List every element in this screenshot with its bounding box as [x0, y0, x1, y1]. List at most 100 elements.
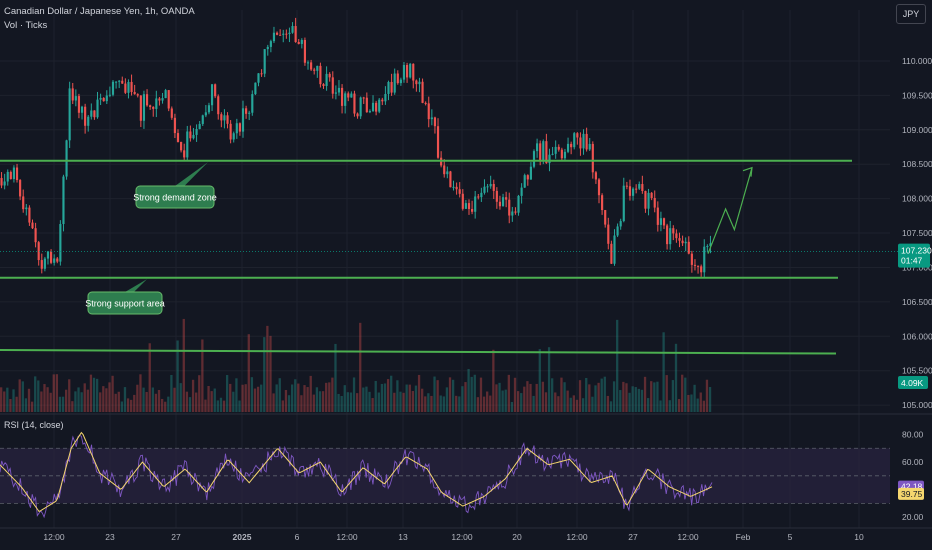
candle-body [303, 39, 307, 63]
candle-body [291, 26, 294, 33]
candle-body [539, 143, 542, 161]
volume-bar [473, 374, 476, 412]
volume-bar [606, 395, 610, 412]
candle-body [3, 181, 6, 186]
time-tick-label: 12:00 [566, 532, 588, 542]
candle-body [229, 123, 232, 140]
candle-body [610, 243, 613, 264]
candle-body [118, 80, 121, 82]
candle-body [675, 233, 678, 239]
volume-indicator-label[interactable]: Vol · Ticks [4, 20, 48, 31]
candle-body [560, 149, 563, 159]
volume-bar [21, 381, 24, 412]
volume-bar [306, 387, 309, 412]
candle-body [523, 175, 526, 188]
volume-bar [102, 386, 105, 412]
candle-body [659, 218, 663, 225]
candle-body [601, 195, 604, 211]
candle-body [638, 184, 641, 189]
volume-bar [520, 393, 523, 412]
volume-bar [585, 377, 588, 412]
demand-zone-label-text: Strong demand zone [133, 193, 217, 203]
last-price-value: 107.230 [901, 246, 932, 256]
volume-bar [371, 398, 374, 412]
candle-body [446, 171, 449, 175]
candle-body [591, 143, 594, 173]
time-tick-label: 12:00 [451, 532, 473, 542]
currency-button[interactable]: JPY [896, 4, 926, 24]
time-tick-label: 2025 [233, 532, 252, 542]
candle-body [344, 93, 347, 106]
time-tick-label: 13 [398, 532, 408, 542]
volume-bar [653, 382, 656, 412]
candle-body [471, 208, 474, 212]
rsi-value: 42.18 [901, 482, 923, 492]
volume-bar [405, 384, 408, 412]
volume-bar [690, 394, 693, 412]
candle-body [257, 73, 260, 83]
candle-body [288, 32, 291, 35]
candle-body [170, 108, 173, 118]
time-tick-label: Feb [736, 532, 751, 542]
candle-body [68, 88, 71, 141]
time-tick-label: 10 [854, 532, 864, 542]
volume-bar [544, 392, 548, 412]
volume-bar [43, 384, 46, 412]
volume-bar [532, 395, 535, 412]
rsi-line [0, 434, 713, 519]
volume-bar [492, 349, 495, 412]
volume-bar [569, 397, 572, 412]
volume-bar [198, 375, 201, 412]
volume-bar [436, 380, 439, 412]
candle-body [124, 83, 127, 93]
candle-body [467, 203, 471, 209]
volume-bar [89, 374, 93, 412]
volume-bar [343, 385, 346, 412]
volume-bar [80, 392, 83, 412]
volume-bar [272, 393, 275, 412]
volume-bar [455, 395, 458, 412]
candle-body [449, 171, 452, 188]
candle-body [300, 39, 303, 44]
candle-body [604, 210, 607, 225]
volume-bar [374, 380, 377, 412]
volume-bar [588, 384, 591, 412]
candle-body [223, 115, 226, 121]
volume-bar [411, 391, 415, 412]
candle-body [251, 94, 254, 113]
volume-bar [668, 400, 671, 412]
candle-body [158, 98, 161, 101]
time-tick-label: 23 [105, 532, 115, 542]
volume-bar [278, 378, 281, 412]
volume-bar [681, 374, 684, 412]
volume-bar [123, 387, 127, 412]
volume-bar [309, 375, 312, 412]
candle-body [121, 80, 124, 84]
price-tick-label: 108.500 [902, 159, 932, 169]
volume-bar [538, 349, 541, 412]
candle-body [334, 92, 337, 94]
volume-bar [219, 397, 223, 412]
volume-bar [340, 395, 343, 412]
candle-body [418, 81, 421, 85]
volume-bar [238, 400, 241, 412]
candle-body [306, 62, 310, 64]
candle-body [180, 141, 183, 151]
candle-body [115, 81, 118, 83]
volume-bar [421, 388, 424, 412]
candle-body [167, 90, 170, 109]
support-area-label-box [87, 291, 163, 315]
volume-bar [640, 389, 644, 412]
bar-countdown: 01:47 [901, 256, 923, 266]
candle-body [49, 251, 53, 263]
volume-bar [575, 399, 579, 412]
arrow-head [742, 166, 753, 177]
volume-bar [157, 389, 161, 412]
volume-bar [294, 379, 297, 412]
volume-bar [677, 399, 681, 412]
volume-bar [68, 379, 71, 412]
candle-body [511, 211, 514, 216]
price-tick-label: 110.000 [902, 56, 932, 66]
volume-bar [523, 386, 526, 412]
